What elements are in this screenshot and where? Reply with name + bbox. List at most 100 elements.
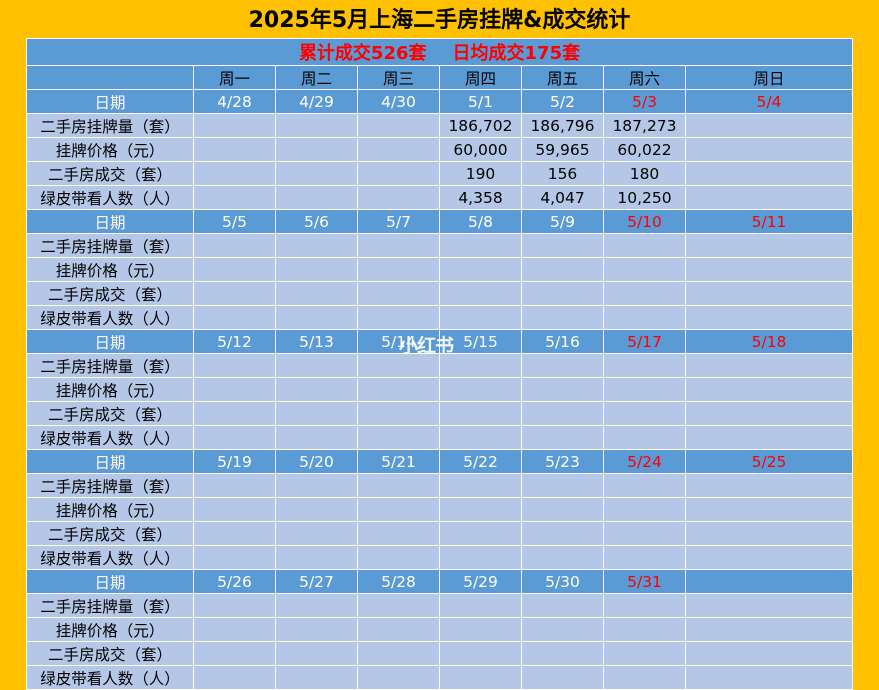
date-cell: 5/22	[439, 449, 522, 474]
value-cell	[603, 545, 686, 570]
date-cell: 5/30	[521, 569, 604, 594]
value-cell	[439, 305, 522, 330]
value-cell	[357, 377, 440, 402]
value-cell	[684, 545, 854, 570]
date-cell: 5/3	[603, 89, 686, 114]
value-cell	[603, 233, 686, 258]
total-deals-text: 累计成交526套	[298, 43, 427, 64]
value-cell	[521, 641, 604, 666]
value-cell	[684, 137, 854, 162]
metric-label: 挂牌价格（元）	[26, 257, 194, 282]
value-cell	[275, 161, 358, 186]
value-cell	[439, 377, 522, 402]
value-cell	[439, 545, 522, 570]
metric-label: 挂牌价格（元）	[26, 497, 194, 522]
date-cell: 5/21	[357, 449, 440, 474]
value-cell	[275, 257, 358, 282]
date-row: 日期 5/26 5/27 5/28 5/29 5/30 5/31	[26, 569, 854, 594]
value-cell	[603, 665, 686, 690]
weekday-wednesday: 周三	[357, 65, 440, 90]
metric-row-deal-count: 二手房成交（套）	[26, 521, 854, 546]
metric-row-listing-volume: 二手房挂牌量（套）	[26, 473, 854, 498]
date-cell: 5/12	[193, 329, 276, 354]
weekday-friday: 周五	[521, 65, 604, 90]
date-cell: 5/4	[684, 89, 854, 114]
date-cell: 5/18	[684, 329, 854, 354]
metric-row-listing-volume: 二手房挂牌量（套）	[26, 233, 854, 258]
date-cell: 5/27	[275, 569, 358, 594]
weekday-monday: 周一	[193, 65, 276, 90]
summary-cell: 累计成交526套 日均成交175套	[25, 38, 854, 66]
date-cell: 4/30	[357, 89, 440, 114]
value-cell	[603, 257, 686, 282]
value-cell	[439, 401, 522, 426]
value-cell: 186,702	[439, 113, 522, 138]
value-cell	[603, 305, 686, 330]
value-cell	[357, 137, 440, 162]
value-cell	[521, 353, 604, 378]
metric-label: 绿皮带看人数（人）	[26, 185, 194, 210]
value-cell: 156	[521, 161, 604, 186]
value-cell	[193, 617, 276, 642]
value-cell	[193, 113, 276, 138]
metric-row-deal-count: 二手房成交（套）	[26, 401, 854, 426]
value-cell	[193, 521, 276, 546]
date-row-label: 日期	[26, 329, 194, 354]
value-cell	[193, 401, 276, 426]
value-cell	[193, 545, 276, 570]
date-row-label: 日期	[26, 89, 194, 114]
weekday-sunday: 周日	[684, 65, 854, 90]
date-cell: 5/1	[439, 89, 522, 114]
value-cell	[439, 425, 522, 450]
value-cell	[439, 257, 522, 282]
value-cell	[193, 665, 276, 690]
value-cell	[521, 497, 604, 522]
metric-label: 二手房成交（套）	[26, 401, 194, 426]
value-cell	[521, 281, 604, 306]
value-cell	[357, 593, 440, 618]
date-cell: 5/19	[193, 449, 276, 474]
metric-row-viewing-count: 绿皮带看人数（人）	[26, 425, 854, 450]
metric-label: 二手房挂牌量（套）	[26, 233, 194, 258]
value-cell	[603, 641, 686, 666]
value-cell	[275, 497, 358, 522]
value-cell	[275, 305, 358, 330]
metric-row-deal-count: 二手房成交（套）	[26, 281, 854, 306]
date-row: 日期 5/12 5/13 5/14 5/15 5/16 5/17 5/18	[26, 329, 854, 354]
value-cell	[439, 497, 522, 522]
value-cell	[521, 545, 604, 570]
value-cell: 187,273	[603, 113, 686, 138]
value-cell	[603, 377, 686, 402]
value-cell	[684, 281, 854, 306]
value-cell	[603, 353, 686, 378]
date-cell: 5/13	[275, 329, 358, 354]
metric-label: 二手房挂牌量（套）	[26, 593, 194, 618]
value-cell	[684, 185, 854, 210]
value-cell	[684, 257, 854, 282]
value-cell: 10,250	[603, 185, 686, 210]
value-cell	[684, 377, 854, 402]
value-cell	[275, 473, 358, 498]
weekday-thursday: 周四	[439, 65, 522, 90]
weekday-tuesday: 周二	[275, 65, 358, 90]
value-cell: 186,796	[521, 113, 604, 138]
date-cell: 5/8	[439, 209, 522, 234]
value-cell	[439, 521, 522, 546]
metric-label: 二手房挂牌量（套）	[26, 113, 194, 138]
value-cell	[684, 305, 854, 330]
value-cell	[521, 401, 604, 426]
value-cell	[439, 281, 522, 306]
value-cell	[275, 665, 358, 690]
value-cell	[275, 137, 358, 162]
value-cell: 59,965	[521, 137, 604, 162]
date-row: 日期 4/28 4/29 4/30 5/1 5/2 5/3 5/4	[26, 89, 854, 114]
value-cell	[521, 257, 604, 282]
metric-label: 二手房成交（套）	[26, 161, 194, 186]
metric-row-listing-volume: 二手房挂牌量（套） 186,702 186,796 187,273	[26, 113, 854, 138]
date-cell: 4/29	[275, 89, 358, 114]
metric-row-listing-price: 挂牌价格（元）	[26, 257, 854, 282]
value-cell	[357, 353, 440, 378]
value-cell: 190	[439, 161, 522, 186]
value-cell	[684, 497, 854, 522]
